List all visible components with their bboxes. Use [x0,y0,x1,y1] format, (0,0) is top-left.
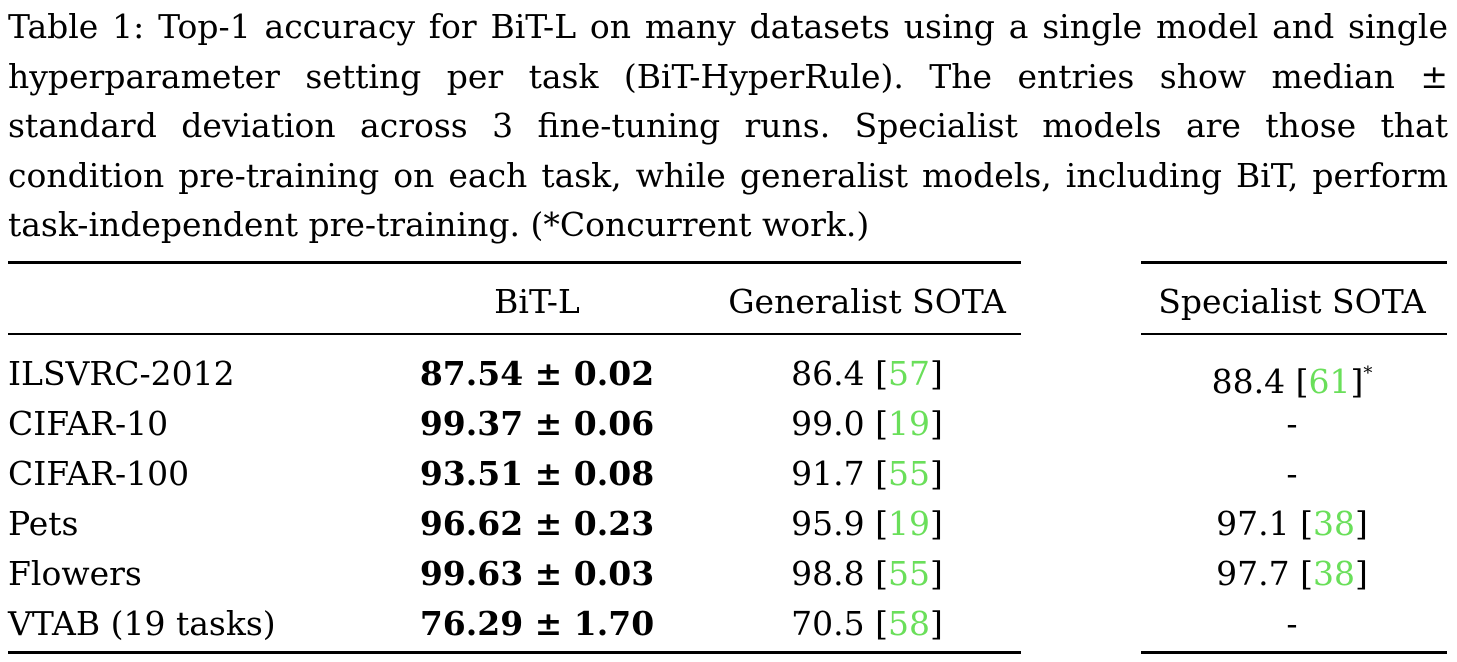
generalist-sota-cell: 91.7 [55] [791,454,943,494]
bit-l-score: 93.51 ± 0.08 [419,454,655,493]
dataset-name: CIFAR-100 [8,454,190,493]
specialist-sota-bracket-close: ] [1354,504,1368,543]
dataset-name: Flowers [8,554,142,593]
specialist-sota-ref-link[interactable]: 38 [1312,554,1355,593]
generalist-sota-bracket-open: [ [875,354,888,393]
generalist-sota-cell: 99.0 [19] [791,404,943,444]
generalist-sota-bracket-close: ] [929,404,943,443]
header-specialist-sota: Specialist SOTA [1158,282,1426,321]
specialist-sota-bracket-open: [ [1295,362,1309,401]
specialist-sota-cell: - [1286,454,1297,494]
generalist-sota-bracket-open: [ [875,504,888,543]
specialist-sota-bracket-close: ] [1350,362,1364,401]
caption-label: Table 1: [8,7,145,46]
mid-rule-right [1141,333,1447,335]
generalist-sota-value: 70.5 [791,604,876,643]
generalist-sota-cell: 86.4 [57] [791,354,943,394]
specialist-sota-cell: - [1286,404,1297,444]
bit-l-score: 76.29 ± 1.70 [419,604,655,643]
caption-text: Top-1 accuracy for BiT-L on many dataset… [8,7,1448,245]
specialist-sota-bracket-close: ] [1354,554,1368,593]
generalist-sota-ref-link[interactable]: 57 [887,354,930,393]
generalist-sota-bracket-open: [ [875,454,888,493]
generalist-sota-value: 95.9 [791,504,876,543]
bit-l-score: 87.54 ± 0.02 [419,354,655,393]
generalist-sota-bracket-open: [ [875,554,888,593]
generalist-sota-value: 86.4 [791,354,876,393]
concurrent-work-star: * [1363,363,1373,384]
specialist-sota-dash: - [1286,604,1298,643]
bit-l-score: 99.37 ± 0.06 [419,404,655,443]
dataset-name: ILSVRC-2012 [8,354,235,393]
generalist-sota-ref-link[interactable]: 19 [887,404,930,443]
table-caption: Table 1: Top-1 accuracy for BiT-L on man… [8,2,1448,250]
specialist-sota-value: 97.1 [1216,504,1301,543]
top-rule-right [1141,261,1447,264]
generalist-sota-bracket-close: ] [929,454,943,493]
bottom-rule-right [1141,651,1447,654]
specialist-sota-value: 97.7 [1216,554,1301,593]
generalist-sota-bracket-close: ] [929,604,943,643]
specialist-sota-cell: 97.1 [38] [1216,504,1368,544]
generalist-sota-value: 98.8 [791,554,876,593]
top-rule-left [8,261,1021,264]
generalist-sota-ref-link[interactable]: 19 [887,504,930,543]
generalist-sota-bracket-close: ] [929,554,943,593]
bit-l-score: 99.63 ± 0.03 [419,554,655,593]
specialist-sota-cell: 88.4 [61]* [1212,354,1373,402]
generalist-sota-value: 91.7 [791,454,876,493]
generalist-sota-cell: 95.9 [19] [791,504,943,544]
header-generalist-sota: Generalist SOTA [728,282,1006,321]
specialist-sota-dash: - [1286,404,1298,443]
generalist-sota-bracket-open: [ [875,604,888,643]
mid-rule-left [8,333,1021,335]
bit-l-score: 96.62 ± 0.23 [419,504,655,543]
generalist-sota-cell: 98.8 [55] [791,554,943,594]
generalist-sota-cell: 70.5 [58] [791,604,943,644]
specialist-sota-value: 88.4 [1211,362,1296,401]
dataset-name: CIFAR-10 [8,404,169,443]
generalist-sota-ref-link[interactable]: 55 [887,554,930,593]
specialist-sota-ref-link[interactable]: 38 [1312,504,1355,543]
specialist-sota-bracket-open: [ [1300,504,1313,543]
generalist-sota-bracket-close: ] [929,354,943,393]
generalist-sota-value: 99.0 [791,404,876,443]
header-bit-l: BiT-L [494,282,580,321]
generalist-sota-ref-link[interactable]: 58 [887,604,930,643]
specialist-sota-ref-link[interactable]: 61 [1308,362,1351,401]
specialist-sota-cell: 97.7 [38] [1216,554,1368,594]
generalist-sota-ref-link[interactable]: 55 [887,454,930,493]
generalist-sota-bracket-open: [ [875,404,888,443]
dataset-name: Pets [8,504,79,543]
specialist-sota-dash: - [1286,454,1298,493]
specialist-sota-cell: - [1286,604,1297,644]
dataset-name: VTAB (19 tasks) [8,604,276,643]
bottom-rule-left [8,651,1021,654]
specialist-sota-bracket-open: [ [1300,554,1313,593]
generalist-sota-bracket-close: ] [929,504,943,543]
